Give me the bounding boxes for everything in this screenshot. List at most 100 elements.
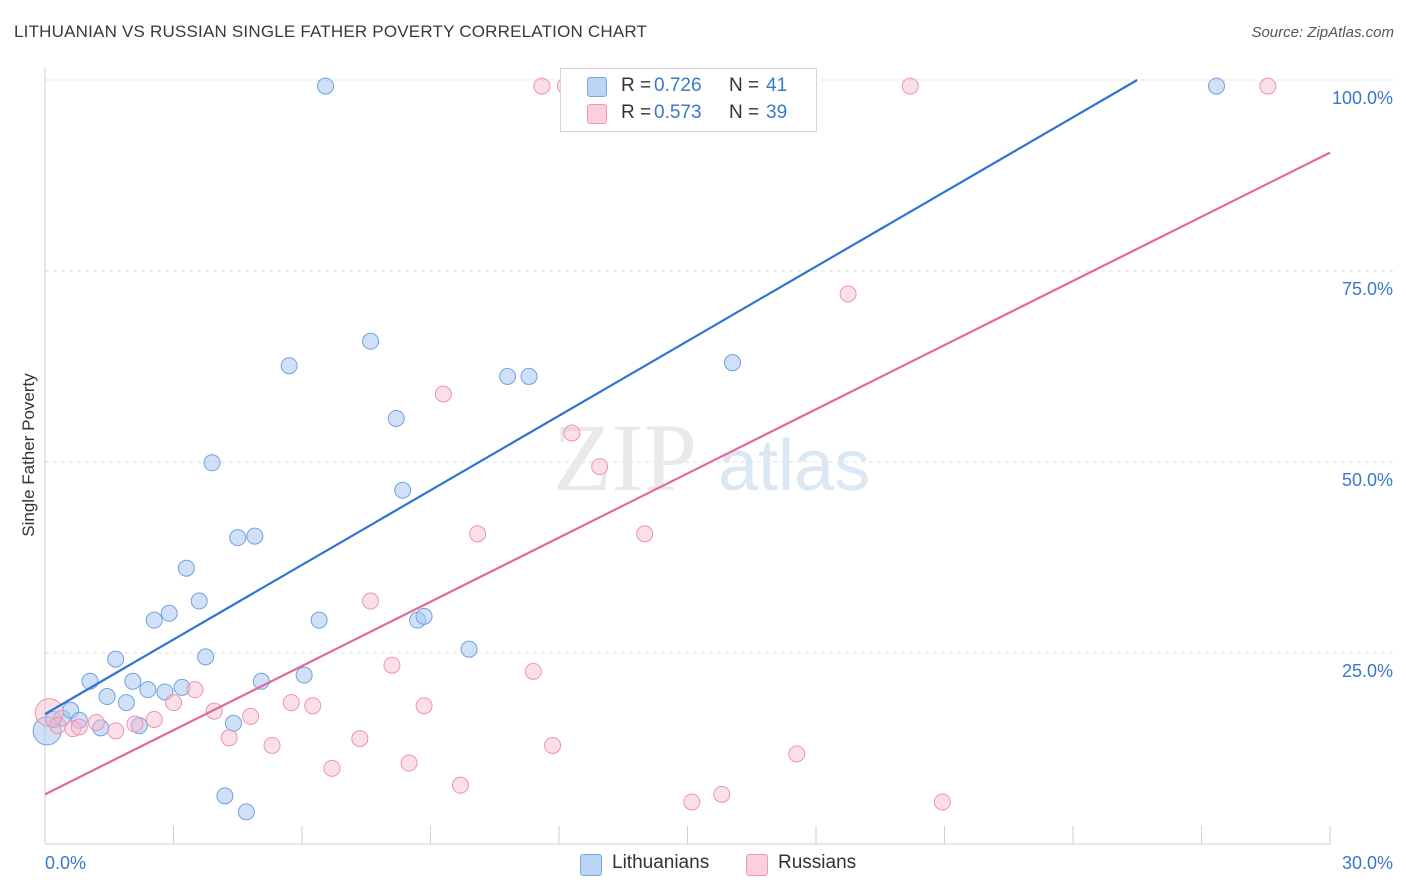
legend-r-value: 0.726 bbox=[654, 75, 702, 96]
legend-n-label: N = bbox=[729, 102, 760, 123]
russian-point bbox=[64, 720, 82, 738]
russian-point bbox=[186, 681, 204, 699]
russian-trend-line bbox=[44, 151, 1331, 796]
lithuanian-trend-line bbox=[44, 79, 1138, 716]
russian-point bbox=[451, 776, 469, 794]
legend-n-value: 41 bbox=[766, 75, 788, 96]
russian-point bbox=[165, 694, 182, 712]
legend-n-value: 39 bbox=[766, 102, 788, 123]
lithuanian-point bbox=[246, 527, 264, 545]
russian-point bbox=[87, 714, 105, 732]
lithuanian-point bbox=[216, 787, 234, 805]
russian-point bbox=[126, 715, 144, 733]
russian-point bbox=[933, 793, 951, 811]
russian-point bbox=[282, 694, 300, 712]
legend-label-russians: Russians bbox=[778, 852, 857, 873]
y-tick-label: 25.0% bbox=[1342, 661, 1393, 681]
x-tick-label: 30.0% bbox=[1342, 853, 1393, 873]
russian-point bbox=[323, 759, 341, 777]
lithuanian-point bbox=[160, 604, 178, 622]
russian-point bbox=[591, 458, 609, 476]
lithuanian-point bbox=[190, 592, 208, 610]
lithuanian-point bbox=[124, 672, 142, 690]
russian-point bbox=[351, 730, 369, 748]
lithuanian-point bbox=[723, 354, 741, 372]
lithuanian-point bbox=[70, 711, 88, 729]
legend-label-lithuanians: Lithuanians bbox=[612, 852, 710, 873]
lithuanian-point bbox=[280, 357, 298, 375]
russian-point bbox=[242, 707, 260, 725]
russian-point bbox=[400, 754, 418, 772]
lithuanian-point bbox=[317, 77, 335, 95]
russian-point bbox=[362, 592, 380, 610]
axis-layer bbox=[44, 68, 1331, 845]
lithuanian-point bbox=[310, 611, 328, 629]
lithuanian-point bbox=[197, 648, 215, 666]
lithuanian-point bbox=[387, 409, 405, 427]
legend-r-label: R = bbox=[621, 102, 652, 123]
russian-point bbox=[839, 285, 857, 303]
russian-point bbox=[636, 525, 654, 543]
lithuanian-point bbox=[224, 714, 242, 732]
russian-point bbox=[383, 656, 401, 674]
y-tick-label: 75.0% bbox=[1342, 279, 1393, 299]
russian-point bbox=[145, 710, 163, 728]
russian-point bbox=[304, 697, 322, 715]
y-tick-label: 100.0% bbox=[1332, 88, 1393, 108]
lithuanian-point bbox=[229, 529, 247, 547]
source-label: Source: ZipAtlas.com bbox=[1251, 24, 1394, 41]
lithuanian-point bbox=[394, 481, 412, 499]
lithuanian-point bbox=[203, 454, 221, 472]
russian-point bbox=[263, 736, 281, 754]
lithuanian-point bbox=[177, 559, 195, 577]
russian-point bbox=[107, 722, 125, 740]
russian-point bbox=[788, 745, 806, 763]
russian-point bbox=[713, 785, 731, 803]
lithuanian-point bbox=[362, 332, 380, 350]
lithuanian-point bbox=[107, 650, 125, 668]
russian-point bbox=[683, 793, 701, 811]
lithuanian-point bbox=[173, 678, 191, 696]
russian-point bbox=[434, 385, 452, 403]
russian-point bbox=[1259, 77, 1277, 95]
legend-swatch-blue bbox=[587, 77, 607, 97]
correlation-legend: R = 0.726 N = 41 R = 0.573 N = 39 bbox=[560, 68, 817, 132]
lithuanian-point bbox=[145, 611, 163, 629]
russian-point bbox=[901, 77, 919, 95]
legend-swatch-blue bbox=[580, 854, 602, 876]
russian-point bbox=[533, 77, 551, 95]
legend-swatch-pink bbox=[587, 104, 607, 124]
y-axis-title: Single Father Poverty bbox=[19, 373, 38, 537]
lithuanian-point bbox=[98, 688, 116, 706]
watermark-zip: ZIP bbox=[553, 404, 697, 511]
lithuanian-point bbox=[520, 367, 538, 385]
lithuanian-point bbox=[415, 607, 433, 625]
grid-layer bbox=[45, 79, 1395, 654]
label-layer: 100.0% 75.0% 50.0% 25.0% 0.0% 30.0% Single Fat… bbox=[19, 88, 1393, 873]
lithuanian-point bbox=[117, 694, 135, 712]
russian-point bbox=[469, 525, 487, 543]
legend-n-label: N = bbox=[729, 75, 760, 96]
russian-point bbox=[70, 718, 88, 736]
russian-point bbox=[524, 662, 542, 680]
chart-title: LITHUANIAN VS RUSSIAN SINGLE FATHER POVE… bbox=[14, 22, 648, 41]
y-tick-label: 50.0% bbox=[1342, 470, 1393, 490]
x-tick-label: 0.0% bbox=[45, 853, 86, 873]
russian-point bbox=[220, 729, 238, 747]
trend-line-layer bbox=[44, 79, 1331, 796]
russian-point bbox=[563, 424, 581, 442]
lithuanian-point bbox=[295, 666, 313, 684]
lithuanian-point bbox=[460, 640, 478, 658]
lithuanian-point bbox=[139, 681, 157, 699]
lithuanian-point bbox=[1207, 77, 1225, 95]
lithuanian-point bbox=[499, 367, 517, 385]
russian-point bbox=[415, 697, 433, 715]
russian-point bbox=[49, 717, 67, 735]
legend-r-value: 0.573 bbox=[654, 102, 702, 123]
lithuanian-point bbox=[237, 803, 255, 821]
legend-r-label: R = bbox=[621, 75, 652, 96]
watermark-atlas: atlas bbox=[718, 426, 870, 506]
russian-point bbox=[544, 736, 562, 754]
legend-swatch-pink bbox=[746, 854, 768, 876]
